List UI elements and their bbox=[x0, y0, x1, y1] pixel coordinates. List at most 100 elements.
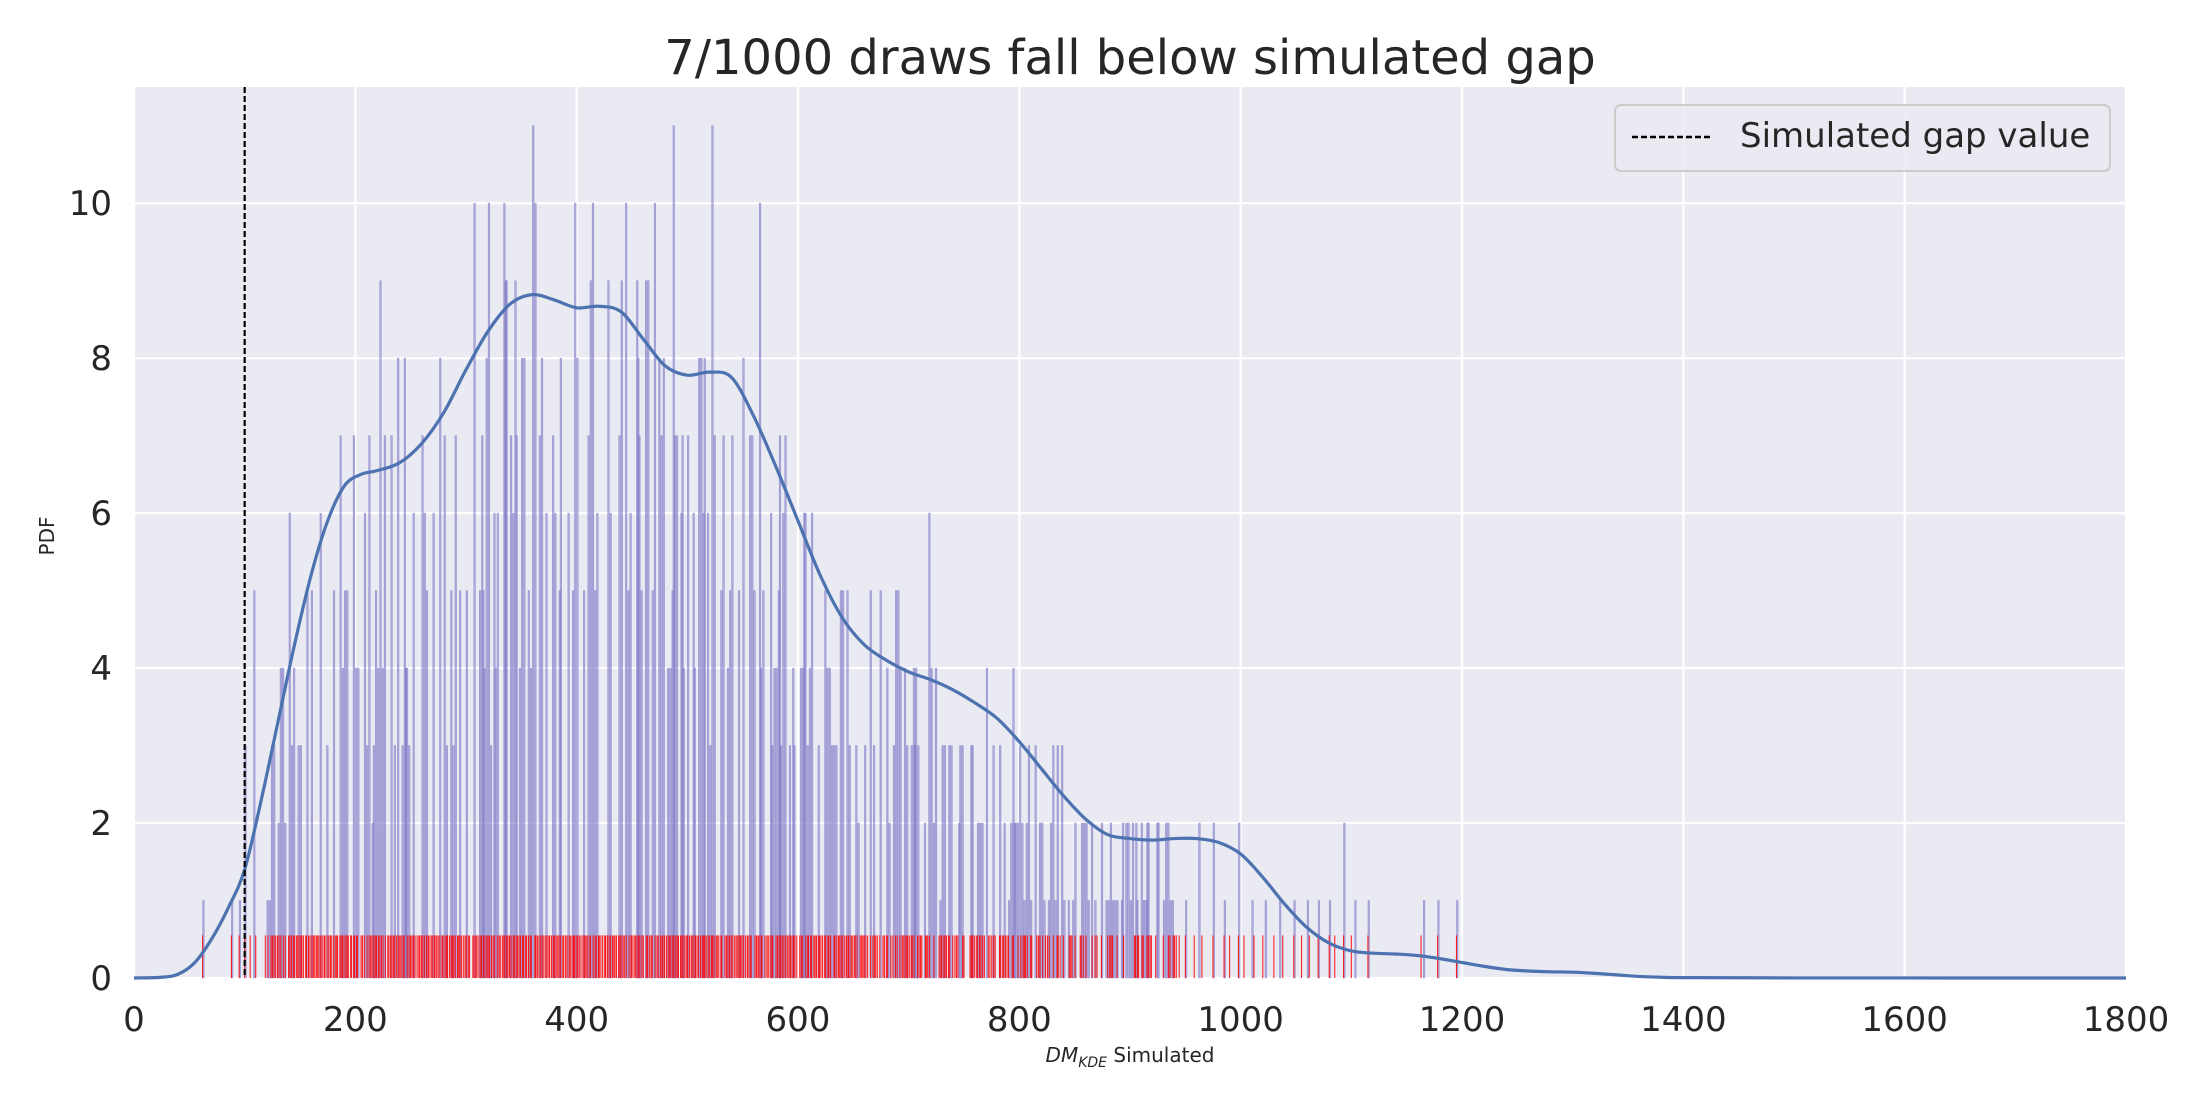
y-tick-label: 6 bbox=[90, 494, 112, 534]
histogram-bar bbox=[644, 280, 648, 979]
histogram-bar bbox=[1061, 745, 1064, 979]
histogram-bar bbox=[355, 667, 358, 979]
x-axis-label: DMKDE Simulated bbox=[1046, 1043, 1215, 1071]
histogram-bar bbox=[899, 667, 902, 979]
histogram-bar bbox=[620, 280, 623, 979]
legend-label: Simulated gap value bbox=[1740, 116, 2090, 156]
histogram-bar bbox=[478, 590, 482, 979]
histogram-bar bbox=[527, 590, 530, 979]
histogram-bar bbox=[892, 745, 896, 979]
histogram-bars bbox=[202, 125, 1459, 979]
histogram-bar bbox=[554, 512, 557, 979]
histogram-bar bbox=[587, 435, 590, 979]
histogram-bar bbox=[363, 512, 367, 979]
histogram-bar bbox=[903, 667, 907, 979]
histogram-bar bbox=[379, 280, 382, 979]
histogram-bar bbox=[1014, 822, 1017, 979]
histogram-bar bbox=[421, 435, 424, 979]
histogram-bar bbox=[985, 667, 989, 979]
histogram-bar bbox=[941, 745, 944, 979]
histogram-bar bbox=[1238, 822, 1241, 979]
histogram-bar bbox=[443, 435, 446, 979]
histogram-bar bbox=[917, 745, 920, 979]
histogram-bar bbox=[828, 667, 831, 979]
x-tick-label: 1600 bbox=[1861, 1000, 1948, 1040]
y-tick-label: 2 bbox=[90, 804, 112, 844]
y-tick-labels: 0 2 4 6 8 10 bbox=[69, 184, 112, 999]
histogram-bar bbox=[651, 590, 654, 979]
histogram-bar bbox=[915, 667, 918, 979]
histogram-bar bbox=[839, 590, 842, 979]
histogram-bar bbox=[1127, 822, 1130, 979]
histogram-bar bbox=[773, 667, 776, 979]
histogram-bar bbox=[760, 667, 763, 979]
histogram-bar bbox=[855, 745, 858, 979]
histogram-bar bbox=[886, 667, 889, 979]
histogram-bar bbox=[804, 512, 807, 979]
histogram-bar bbox=[483, 667, 486, 979]
y-tick-label: 10 bbox=[69, 184, 112, 224]
histogram-bar bbox=[841, 590, 845, 979]
x-tick-label: 1400 bbox=[1640, 1000, 1727, 1040]
histogram-bar bbox=[306, 590, 309, 979]
histogram-bar bbox=[352, 435, 356, 979]
x-tick-label: 600 bbox=[766, 1000, 831, 1040]
histogram-bar bbox=[950, 745, 953, 979]
histogram-bar bbox=[253, 590, 256, 979]
histogram-bar bbox=[824, 590, 827, 979]
histogram-bar bbox=[357, 667, 360, 979]
histogram-bar bbox=[571, 590, 575, 979]
histogram-bar bbox=[1354, 900, 1357, 979]
histogram-bar bbox=[1105, 900, 1108, 979]
y-tick-label: 4 bbox=[90, 649, 112, 689]
histogram-bar bbox=[731, 435, 734, 979]
histogram-bar bbox=[722, 435, 725, 979]
histogram-bar bbox=[523, 357, 526, 979]
histogram-bar bbox=[782, 512, 785, 979]
histogram-bar bbox=[552, 435, 555, 979]
histogram-bar bbox=[895, 590, 898, 979]
histogram-bar bbox=[368, 435, 371, 979]
histogram-bar bbox=[1034, 745, 1037, 979]
histogram-bar bbox=[1083, 822, 1086, 979]
histogram-bar bbox=[390, 435, 393, 979]
histogram-bar bbox=[1081, 822, 1084, 979]
histogram-bar bbox=[574, 202, 577, 979]
histogram-bar bbox=[627, 590, 630, 979]
histogram-bar bbox=[799, 667, 803, 979]
histogram-bar bbox=[293, 667, 296, 979]
histogram-bar bbox=[897, 590, 900, 979]
histogram-bar bbox=[591, 202, 595, 979]
histogram-bar bbox=[864, 745, 867, 979]
histogram-bar bbox=[726, 667, 730, 979]
histogram-bar bbox=[1264, 900, 1267, 979]
histogram-bar bbox=[640, 590, 643, 979]
histogram-bar bbox=[545, 512, 548, 979]
histogram-bar bbox=[1343, 822, 1346, 979]
histogram-bar bbox=[703, 357, 706, 979]
histogram-bar bbox=[758, 202, 762, 979]
histogram-bar bbox=[1251, 900, 1254, 979]
histogram-bar bbox=[485, 357, 488, 979]
histogram-bar bbox=[959, 745, 962, 979]
histogram-bar bbox=[310, 590, 313, 979]
histogram-bar bbox=[729, 590, 732, 979]
histogram-bar bbox=[706, 512, 710, 979]
histogram-bar bbox=[374, 590, 378, 979]
histogram-bar bbox=[846, 590, 849, 979]
histogram-bar bbox=[879, 590, 882, 979]
histogram-bar bbox=[700, 357, 703, 979]
histogram-bar bbox=[638, 435, 641, 979]
histogram-bar bbox=[383, 435, 387, 979]
histogram-bar bbox=[720, 590, 723, 979]
histogram-bar bbox=[521, 357, 524, 979]
histogram-bar bbox=[660, 435, 663, 979]
x-tick-label: 200 bbox=[323, 1000, 388, 1040]
histogram-bar bbox=[1279, 900, 1282, 979]
histogram-bar bbox=[341, 667, 344, 979]
histogram-bar bbox=[529, 667, 533, 979]
histogram-bar bbox=[515, 435, 518, 979]
histogram-bar bbox=[412, 512, 415, 979]
